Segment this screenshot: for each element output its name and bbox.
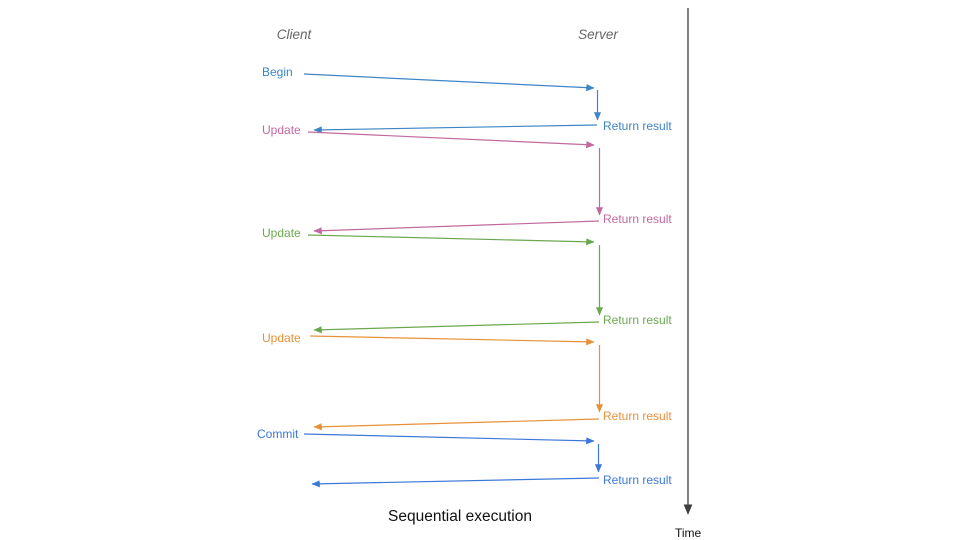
client-column-header: Client <box>277 27 313 42</box>
return-result-label: Return result <box>603 313 672 327</box>
transaction-update-2: Update Return result <box>262 226 672 334</box>
return-result-label: Return result <box>603 409 672 423</box>
server-column-header: Server <box>578 27 618 42</box>
transaction-begin: Begin Return result <box>262 65 672 134</box>
return-result-label: Return result <box>603 119 672 133</box>
request-label: Update <box>262 123 301 137</box>
return-arrow <box>313 220 600 235</box>
return-arrow <box>311 477 600 488</box>
request-label: Update <box>262 226 301 240</box>
time-axis-label: Time <box>675 526 702 540</box>
transaction-commit: Commit Return result <box>257 427 672 488</box>
request-label: Commit <box>257 427 299 441</box>
return-result-label: Return result <box>603 212 672 226</box>
return-arrow <box>313 124 598 134</box>
request-label: Update <box>262 331 301 345</box>
request-arrow <box>303 73 595 92</box>
transaction-update-1: Update Return result <box>262 123 672 235</box>
request-arrow <box>309 335 595 346</box>
time-axis: Time <box>675 8 702 540</box>
return-result-label: Return result <box>603 473 672 487</box>
request-label: Begin <box>262 65 293 79</box>
transaction-update-3: Update Return result <box>262 331 672 431</box>
request-arrow <box>307 131 595 149</box>
return-arrow <box>313 321 600 334</box>
diagram-title: Sequential execution <box>388 508 532 525</box>
request-arrow <box>303 433 595 445</box>
request-arrow <box>307 234 595 246</box>
return-arrow <box>313 418 600 431</box>
